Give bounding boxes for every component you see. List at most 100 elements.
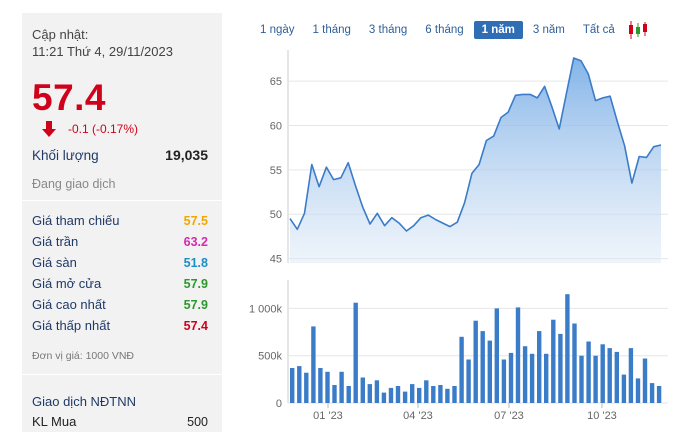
stat-row-floor: Giá sàn 51.8: [32, 255, 208, 270]
volume-bar: [529, 353, 535, 403]
tab-1-day[interactable]: 1 ngày: [260, 24, 295, 36]
volume-bar: [515, 307, 521, 403]
volume-bar: [360, 377, 365, 403]
divider: [22, 374, 222, 375]
foreign-trading-title: Giao dịch NĐTNN: [32, 394, 137, 409]
volume-tick-label: 500k: [258, 351, 282, 363]
stat-label: Giá tham chiếu: [32, 213, 120, 228]
price-area: [290, 58, 661, 263]
volume-bar: [600, 344, 605, 403]
volume-bar: [374, 380, 380, 403]
divider: [22, 200, 222, 201]
foreign-buy-label: KL Mua: [32, 414, 77, 429]
volume-bar: [395, 386, 401, 403]
price-tick-label: 45: [270, 254, 282, 266]
volume-bar: [297, 366, 302, 403]
tab-3-months[interactable]: 3 tháng: [368, 24, 408, 36]
x-tick-label: 07 '23: [494, 410, 524, 422]
volume-bar: [438, 385, 443, 403]
volume-bar: [459, 336, 464, 403]
stat-value: 57.5: [183, 214, 208, 228]
volume-bar: [480, 331, 485, 403]
price-change: -0.1 (-0.17%): [42, 120, 138, 138]
tab-3-years[interactable]: 3 năm: [532, 24, 565, 36]
range-tabs: 1 ngày 1 tháng 3 tháng 6 tháng 1 năm 3 n…: [252, 20, 649, 40]
volume-bars: [290, 294, 662, 403]
volume-bar: [466, 359, 471, 403]
price-tick-label: 50: [270, 209, 282, 221]
tab-1-month[interactable]: 1 tháng: [312, 24, 351, 36]
stat-row-open: Giá mở cửa 57.9: [32, 276, 208, 291]
volume-bar: [318, 368, 323, 403]
volume-bar: [522, 346, 528, 403]
stat-value: 57.9: [183, 298, 208, 312]
volume-bar: [642, 358, 648, 403]
volume-bar: [381, 392, 387, 403]
volume-bar: [607, 348, 612, 403]
volume-bar: [487, 340, 492, 403]
volume-bar: [558, 333, 563, 403]
volume-bar: [565, 294, 570, 403]
volume-bar: [494, 308, 499, 403]
candlestick-icon[interactable]: [627, 20, 649, 40]
volume-bar: [621, 374, 627, 403]
volume-tick-label: 0: [276, 398, 282, 410]
volume-bar: [544, 353, 549, 403]
volume-bar: [431, 386, 436, 403]
stat-value: 57.9: [183, 277, 208, 291]
stat-value: 51.8: [183, 256, 208, 270]
volume-row: Khối lượng 19,035: [32, 147, 208, 163]
volume-bar: [290, 368, 295, 403]
stat-row-high: Giá cao nhất 57.9: [32, 297, 208, 312]
volume-bar: [593, 355, 598, 403]
price-volume-chart: 45 50 55 60 65 0 500k 1 000k 01 '23 04 '23 07 '2…: [249, 50, 668, 422]
volume-tick-label: 1 000k: [249, 303, 283, 315]
volume-bar: [635, 378, 641, 403]
current-price: 57.4: [32, 77, 107, 118]
volume-bar: [537, 331, 542, 403]
stock-info-panel: Cập nhật: 11:21 Thứ 4, 29/11/2023 57.4 -…: [22, 13, 222, 432]
volume-bar: [388, 387, 394, 403]
tab-1-year[interactable]: 1 năm: [473, 21, 523, 39]
stat-label: Giá thấp nhất: [32, 318, 111, 333]
x-tick-label: 01 '23: [313, 410, 343, 422]
tab-6-months[interactable]: 6 tháng: [425, 24, 464, 36]
volume-bar: [473, 320, 478, 403]
stat-label: Giá mở cửa: [32, 276, 102, 291]
volume-label: Khối lượng: [32, 148, 99, 163]
stat-label: Giá trần: [32, 234, 79, 249]
volume-bar: [311, 326, 316, 403]
price-change-text: -0.1 (-0.17%): [68, 122, 139, 136]
stat-row-ceiling: Giá trần 63.2: [32, 234, 208, 249]
price-tick-label: 55: [270, 165, 282, 177]
stat-value: 57.4: [183, 319, 208, 333]
volume-bar: [325, 371, 330, 403]
x-tick-label: 10 '23: [587, 410, 617, 422]
volume-bar: [614, 351, 619, 403]
volume-bar: [353, 302, 358, 403]
volume-bar: [402, 391, 408, 403]
volume-bar: [346, 386, 351, 403]
x-axis: 01 '23 04 '23 07 '23 10 '23: [313, 403, 617, 422]
volume-bar: [649, 383, 655, 403]
trading-status: Đang giao dịch: [32, 177, 116, 191]
volume-bar: [332, 385, 337, 403]
price-tick-label: 65: [270, 76, 282, 88]
update-time: 11:21 Thứ 4, 29/11/2023: [32, 44, 173, 59]
stat-label: Giá sàn: [32, 255, 77, 270]
down-arrow-icon: [42, 121, 56, 137]
volume-bar: [339, 371, 344, 403]
volume-bar: [572, 323, 577, 403]
volume-bar: [579, 355, 584, 403]
volume-bar: [501, 359, 507, 403]
volume-bar: [445, 388, 450, 403]
unit-note: Đơn vị giá: 1000 VNĐ: [32, 350, 135, 362]
foreign-buy-value: 500: [187, 415, 208, 429]
stat-label: Giá cao nhất: [32, 297, 106, 312]
price-line: [289, 57, 662, 232]
volume-bar: [656, 386, 662, 403]
volume-bar: [452, 386, 457, 403]
stat-row-reference: Giá tham chiếu 57.5: [32, 213, 208, 228]
volume-bar: [304, 372, 309, 403]
tab-all[interactable]: Tất cả: [582, 24, 615, 36]
